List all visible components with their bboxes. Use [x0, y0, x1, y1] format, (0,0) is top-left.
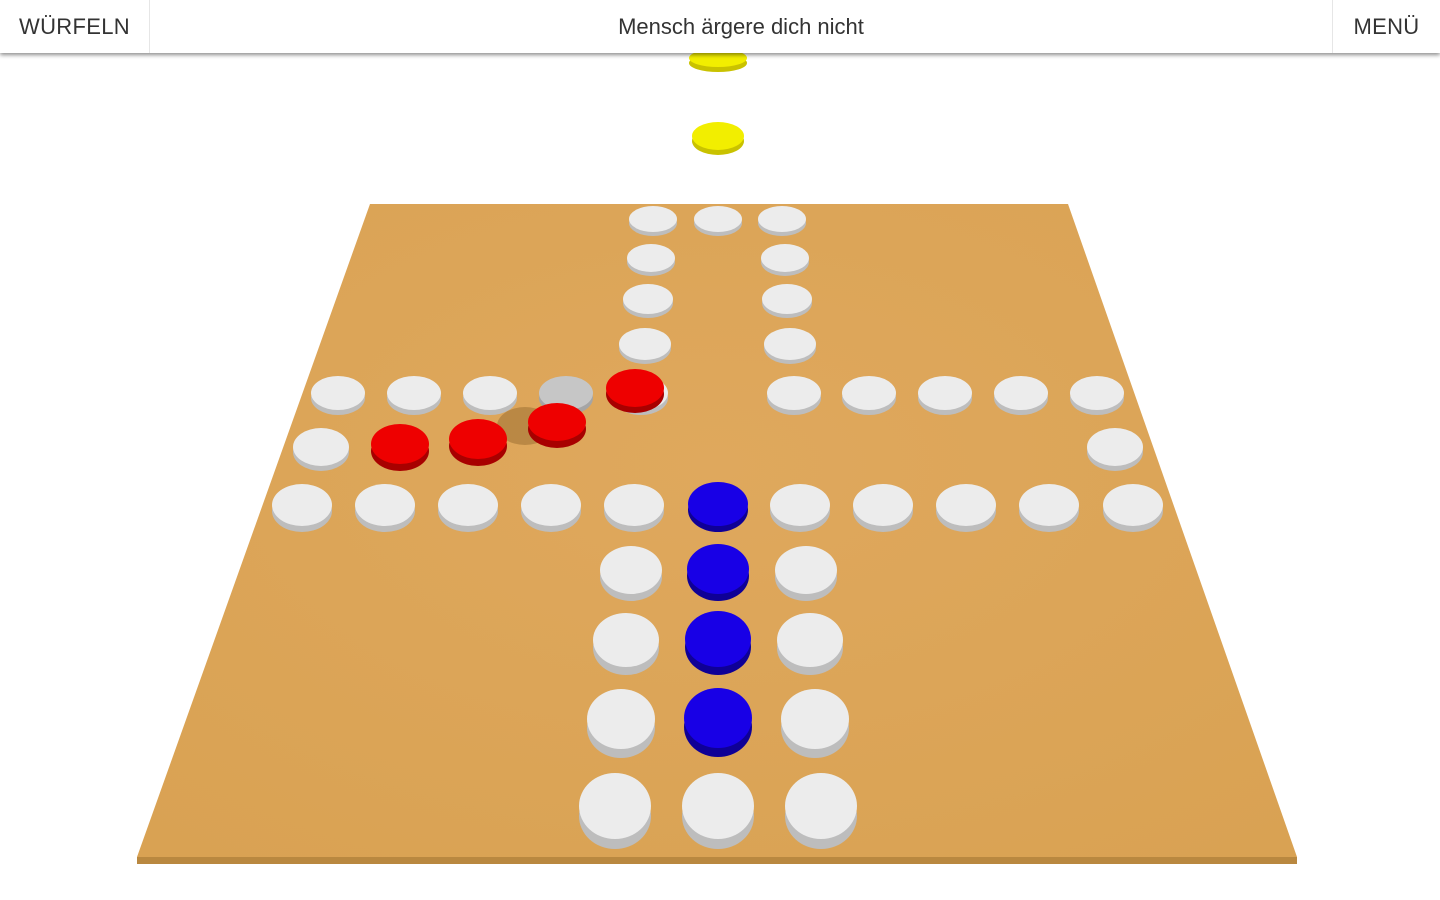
field[interactable] [293, 428, 349, 471]
field[interactable] [619, 328, 671, 364]
red-piece[interactable] [449, 419, 507, 466]
blue-pieces [684, 482, 752, 757]
blue-piece[interactable] [685, 611, 751, 675]
field[interactable] [604, 484, 664, 532]
field[interactable] [387, 376, 441, 415]
yellow-piece[interactable] [692, 122, 744, 155]
field[interactable] [623, 284, 673, 318]
field[interactable] [770, 484, 830, 532]
field[interactable] [694, 206, 742, 236]
field[interactable] [775, 546, 837, 601]
field[interactable] [593, 613, 659, 675]
top-bar: WÜRFELN Mensch ärgere dich nicht MENÜ [0, 0, 1440, 53]
field[interactable] [853, 484, 913, 532]
red-pieces [371, 369, 664, 471]
field[interactable] [1087, 428, 1143, 471]
field[interactable] [1103, 484, 1163, 532]
red-piece[interactable] [371, 424, 429, 471]
field[interactable] [936, 484, 996, 532]
field[interactable] [762, 284, 812, 318]
field[interactable] [311, 376, 365, 415]
field[interactable] [1019, 484, 1079, 532]
field[interactable] [767, 376, 821, 415]
field[interactable] [627, 244, 675, 276]
menu-button[interactable]: MENÜ [1332, 0, 1440, 53]
board [137, 204, 1297, 864]
game-title: Mensch ärgere dich nicht [618, 13, 864, 39]
field[interactable] [777, 613, 843, 675]
field[interactable] [272, 484, 332, 532]
field[interactable] [918, 376, 972, 415]
field[interactable] [438, 484, 498, 532]
field[interactable] [764, 328, 816, 364]
field[interactable] [1070, 376, 1124, 415]
yellow-piece[interactable] [689, 49, 747, 72]
board-fields [272, 206, 1163, 849]
field[interactable] [758, 206, 806, 236]
field[interactable] [600, 546, 662, 601]
red-piece[interactable] [606, 369, 664, 413]
field[interactable] [682, 773, 754, 849]
field[interactable] [785, 773, 857, 849]
field[interactable] [629, 206, 677, 236]
field[interactable] [587, 689, 655, 758]
field[interactable] [761, 244, 809, 276]
field[interactable] [521, 484, 581, 532]
blue-piece[interactable] [688, 482, 748, 532]
field[interactable] [842, 376, 896, 415]
field[interactable] [579, 773, 651, 849]
yellow-pieces [689, 49, 747, 155]
roll-dice-button[interactable]: WÜRFELN [0, 0, 150, 53]
field[interactable] [355, 484, 415, 532]
blue-piece[interactable] [687, 544, 749, 601]
field[interactable] [994, 376, 1048, 415]
blue-piece[interactable] [684, 688, 752, 757]
red-piece[interactable] [528, 403, 586, 448]
field[interactable] [781, 689, 849, 758]
field[interactable] [463, 376, 517, 415]
